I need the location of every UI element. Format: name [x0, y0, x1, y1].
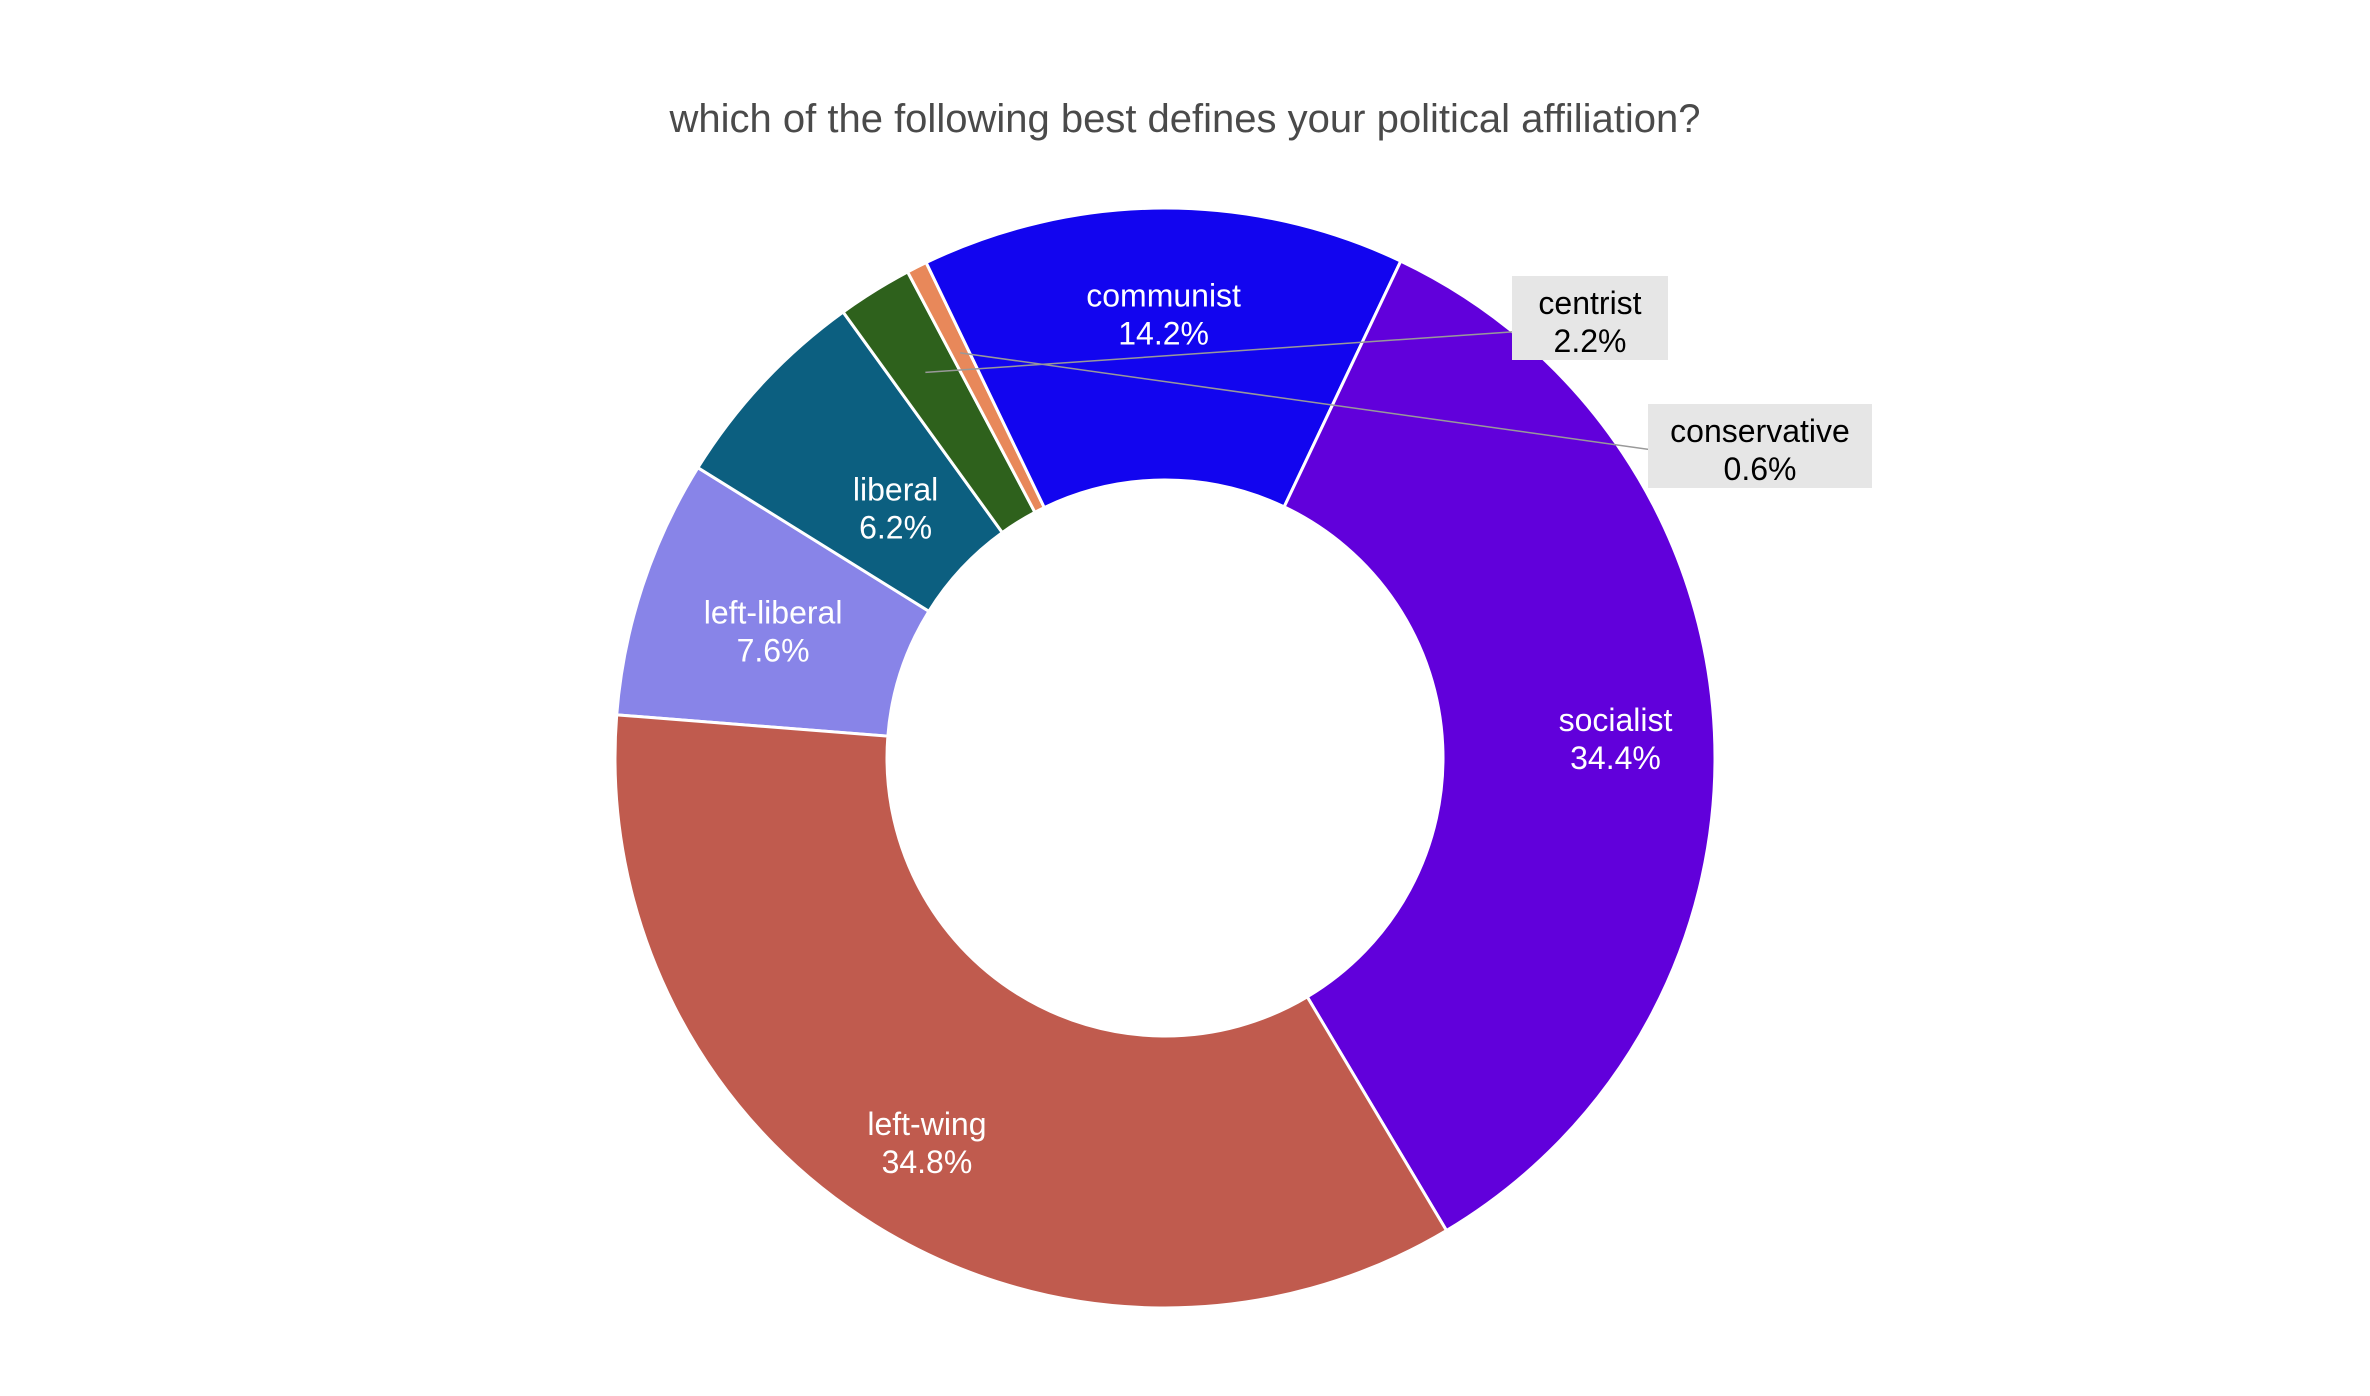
slice-value-label: 0.6% — [1724, 451, 1797, 487]
slice-value-label: 2.2% — [1554, 323, 1627, 359]
callout-box-centrist — [1512, 276, 1668, 360]
slice-left-wing — [613, 713, 1449, 1310]
slice-value-label: 34.4% — [1570, 740, 1661, 776]
slice-socialist — [1282, 259, 1717, 1233]
leader-line-centrist — [925, 329, 1541, 374]
slice-value-label: 7.6% — [737, 632, 810, 668]
slices-layer — [613, 206, 1717, 1310]
slice-name-label: left-liberal — [704, 594, 843, 630]
slice-value-label: 34.8% — [882, 1144, 973, 1180]
slice-name-label: communist — [1086, 278, 1241, 314]
slice-name-label: conservative — [1670, 413, 1850, 449]
leader-line-conservative — [960, 352, 1711, 459]
slice-name-label: liberal — [853, 472, 938, 508]
slice-name-label: centrist — [1538, 285, 1641, 321]
slice-value-label: 14.2% — [1118, 316, 1209, 352]
slice-name-label: socialist — [1559, 702, 1673, 738]
labels-layer: left-liberal7.6%liberal6.2%centrist2.2%c… — [704, 276, 1872, 1180]
slice-communist — [924, 206, 1403, 510]
callout-box-conservative — [1648, 404, 1872, 488]
chart-title: which of the following best defines your… — [669, 97, 1701, 141]
slice-name-label: left-wing — [867, 1106, 986, 1142]
slice-value-label: 6.2% — [859, 510, 932, 546]
